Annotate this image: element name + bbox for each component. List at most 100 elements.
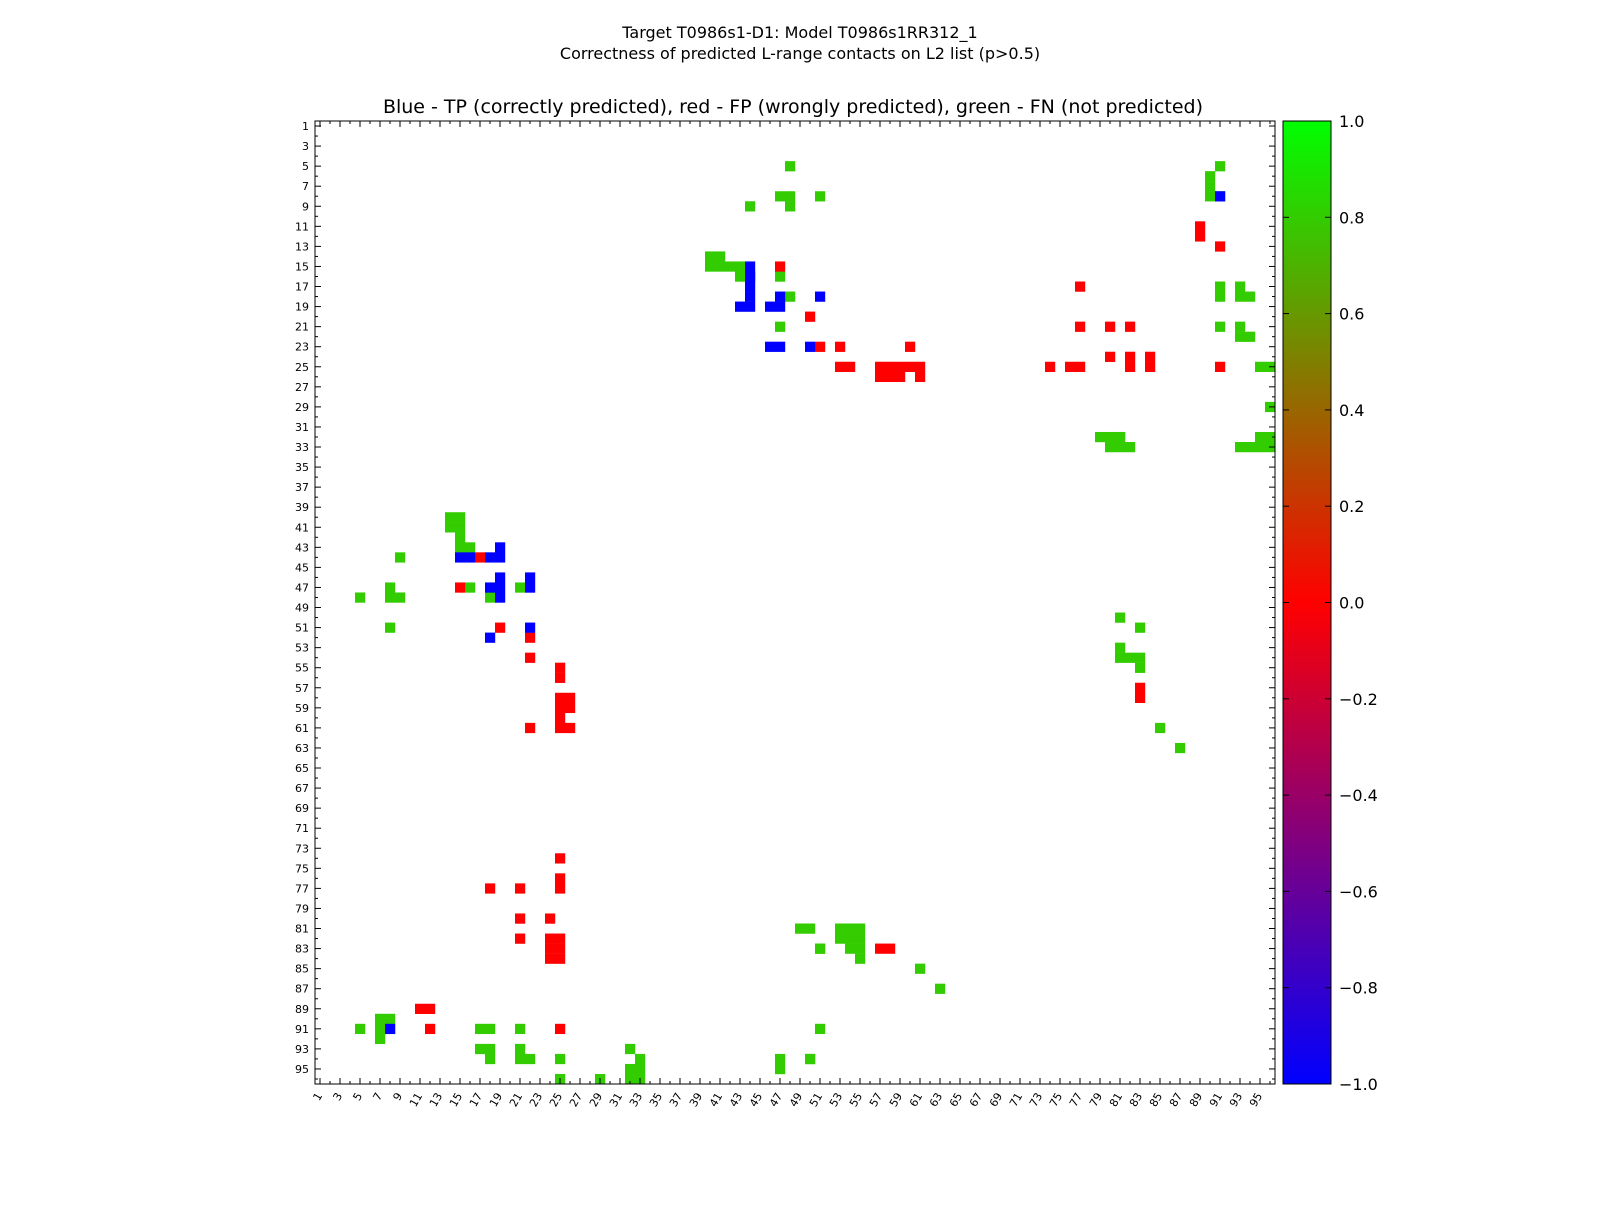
cell-fp: [525, 652, 536, 663]
y-tick-label: 45: [295, 561, 309, 574]
cell-fn: [515, 1053, 526, 1065]
cell-fp: [1145, 361, 1156, 372]
cell-fn: [455, 532, 466, 543]
colorbar-tick-label: −1.0: [1339, 1075, 1378, 1094]
x-tick-label: 21: [507, 1091, 525, 1110]
cell-fn: [725, 261, 736, 272]
cell-fn: [465, 542, 476, 553]
cell-tp: [745, 281, 756, 292]
y-tick-label: 27: [295, 381, 309, 394]
cell-fn: [775, 1063, 786, 1075]
cell-fn: [735, 271, 746, 282]
cell-fp: [515, 883, 526, 894]
cell-fn: [395, 592, 406, 603]
cell-fn: [1115, 642, 1126, 653]
y-tick-label: 17: [295, 281, 309, 294]
cell-tp: [745, 271, 756, 282]
cell-fp: [1045, 361, 1056, 372]
colorbar-tick-label: −0.6: [1339, 882, 1378, 901]
x-tick-label: 71: [1007, 1091, 1025, 1110]
cell-tp: [735, 301, 746, 312]
cell-fn: [795, 923, 806, 934]
cell-tp: [525, 572, 536, 583]
cell-fn: [375, 1033, 386, 1045]
cell-fp: [565, 702, 576, 714]
y-tick-label: 51: [295, 622, 309, 635]
cell-fn: [1095, 431, 1106, 443]
cell-fn: [805, 1053, 816, 1065]
cell-fn: [715, 261, 726, 272]
colorbar-tick-label: 1.0: [1339, 112, 1364, 131]
colorbar-tick-label: −0.4: [1339, 786, 1378, 805]
heatmap-cells: [355, 161, 1276, 1085]
x-tick-label: 83: [1127, 1091, 1145, 1110]
cell-tp: [495, 592, 506, 603]
plot-frame: [314, 120, 1276, 1085]
x-tick-label: 31: [607, 1091, 625, 1110]
cell-fn: [455, 512, 466, 523]
cell-fn: [815, 191, 826, 202]
cell-tp: [525, 582, 536, 593]
cell-fn: [1205, 191, 1216, 202]
cell-fn: [1235, 281, 1246, 292]
x-tick-label: 49: [787, 1091, 805, 1110]
x-tick-label: 29: [587, 1091, 605, 1110]
cell-fp: [565, 692, 576, 704]
y-tick-label: 71: [295, 822, 309, 835]
cell-fn: [845, 923, 856, 934]
cell-fp: [425, 1023, 436, 1035]
x-tick-label: 39: [687, 1091, 705, 1110]
cell-fn: [805, 923, 816, 934]
cell-tp: [455, 552, 466, 563]
cell-fn: [455, 542, 466, 553]
cell-tp: [385, 1023, 396, 1035]
y-tick-label: 23: [295, 341, 309, 354]
y-tick-label: 35: [295, 461, 309, 474]
cell-fp: [815, 341, 826, 352]
cell-fn: [515, 1043, 526, 1055]
cell-fp: [895, 361, 906, 372]
x-tick-label: 91: [1207, 1091, 1225, 1110]
y-tick-label: 67: [295, 782, 309, 795]
cell-tp: [775, 341, 786, 352]
cell-fn: [625, 1043, 636, 1055]
y-tick-label: 61: [295, 722, 309, 735]
x-tick-label: 11: [407, 1091, 425, 1110]
y-tick-label: 89: [295, 1003, 309, 1016]
cell-fn: [385, 582, 396, 593]
cell-fp: [1195, 221, 1206, 232]
cell-fn: [855, 943, 866, 954]
x-tick-label: 27: [567, 1091, 585, 1110]
cell-fn: [1235, 442, 1246, 453]
x-tick-label: 7: [370, 1091, 385, 1104]
colorbar-tick-label: 0.6: [1339, 305, 1364, 324]
cell-fn: [835, 923, 846, 934]
cell-fn: [845, 943, 856, 954]
cell-fp: [455, 582, 466, 593]
y-tick-label: 55: [295, 662, 309, 675]
cell-fn: [385, 1013, 396, 1025]
cell-fn: [775, 191, 786, 202]
cell-fn: [775, 271, 786, 282]
y-tick-label: 93: [295, 1043, 309, 1056]
cell-fp: [835, 341, 846, 352]
x-tick-label: 53: [827, 1091, 845, 1110]
cell-fn: [1125, 442, 1136, 453]
cell-fn: [855, 923, 866, 934]
cell-fn: [515, 1023, 526, 1035]
cell-fn: [555, 1053, 566, 1065]
cell-fn: [1135, 662, 1146, 673]
cell-fn: [715, 251, 726, 262]
cell-fp: [1135, 692, 1146, 704]
cell-fp: [555, 943, 566, 954]
x-tick-label: 3: [330, 1091, 345, 1104]
cell-fp: [1125, 351, 1136, 362]
x-tick-label: 75: [1047, 1091, 1065, 1110]
cell-fn: [745, 201, 756, 212]
cell-fn: [935, 983, 946, 994]
cell-fn: [1105, 442, 1116, 453]
cell-fp: [885, 943, 896, 954]
cell-tp: [815, 291, 826, 302]
y-tick-label: 73: [295, 842, 309, 855]
cell-fn: [485, 1043, 496, 1055]
